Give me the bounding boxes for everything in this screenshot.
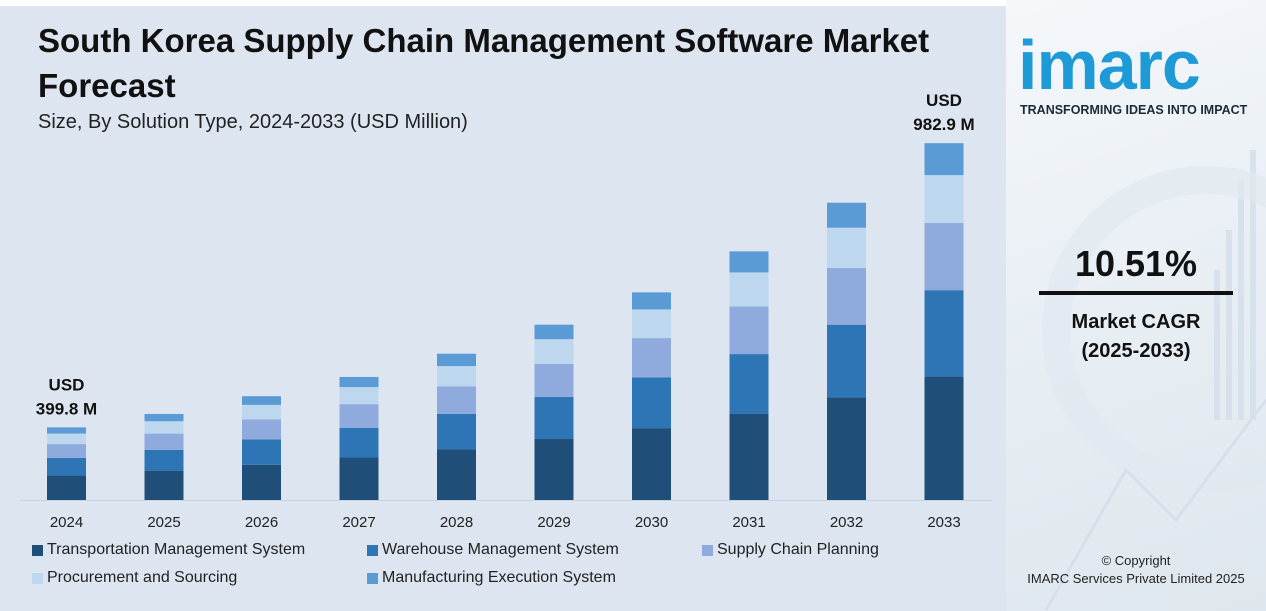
bar-segment-2027-series-2: [339, 427, 379, 458]
bar-segment-2031-series-3: [729, 306, 769, 355]
bar-segment-2031-series-5: [729, 251, 769, 273]
legend-label: Warehouse Management System: [382, 541, 619, 558]
bar-segment-2032-series-2: [827, 324, 866, 398]
bar-segment-2030-series-2: [632, 377, 671, 429]
legend-swatch: [702, 544, 713, 556]
copyright-line-2: IMARC Services Private Limited 2025: [1027, 571, 1245, 586]
legend-label: Manufacturing Execution System: [382, 569, 616, 586]
copyright-line-1: © Copyright: [1101, 553, 1171, 568]
bar-segment-2027-series-1: [339, 457, 379, 500]
bar-segment-2026-series-1: [242, 464, 281, 500]
logo-tagline: TRANSFORMING IDEAS INTO IMPACT: [1020, 103, 1248, 117]
bar-segment-2026-series-5: [242, 396, 281, 405]
bar-segment-2032-series-3: [827, 268, 866, 325]
x-tick-label: 2033: [927, 514, 960, 531]
bar-segment-2028-series-1: [437, 449, 476, 500]
legend-swatch: [367, 572, 378, 584]
bar-segment-2025-series-4: [144, 421, 184, 434]
x-tick-label: 2027: [342, 514, 375, 531]
x-tick-label: 2031: [732, 514, 765, 531]
legend-swatch: [32, 544, 43, 556]
legend-label: Transportation Management System: [47, 541, 306, 558]
cagr-label: Market CAGR (2025-2033): [1038, 308, 1234, 366]
bar-segment-2030-series-3: [632, 338, 671, 378]
cagr-label-line-2: (2025-2033): [1081, 340, 1191, 362]
bar-segment-2028-series-5: [437, 353, 476, 367]
legend-item: Supply Chain Planning: [702, 541, 879, 559]
bar-segment-2033-series-5: [924, 143, 964, 176]
bar-segment-2028-series-2: [437, 413, 476, 450]
bar-segment-2030-series-4: [632, 309, 671, 339]
bar-segment-2025-series-3: [144, 433, 184, 450]
total-label-value: 982.9 M: [913, 115, 974, 134]
bar-segment-2025-series-2: [144, 449, 184, 471]
legend-item: Manufacturing Execution System: [367, 569, 616, 587]
bar-segment-2025-series-1: [144, 470, 184, 500]
legend-label: Procurement and Sourcing: [47, 569, 238, 586]
total-label-currency: USD: [926, 91, 962, 110]
bar-segment-2025-series-5: [144, 413, 184, 422]
bar-segment-2030-series-5: [632, 292, 671, 310]
bar-segment-2024-series-1: [47, 475, 86, 500]
x-tick-label: 2029: [537, 514, 570, 531]
bar-segment-2031-series-2: [729, 354, 769, 414]
bar-segment-2024-series-4: [47, 433, 86, 445]
bar-segment-2027-series-4: [339, 387, 379, 405]
bar-segment-2029-series-2: [534, 396, 574, 440]
x-tick-label: 2026: [245, 514, 278, 531]
bar-segment-2030-series-1: [632, 428, 671, 500]
legend-label: Supply Chain Planning: [717, 541, 879, 558]
bar-segment-2026-series-3: [242, 419, 281, 440]
bar-segment-2032-series-5: [827, 202, 866, 228]
bar-segment-2028-series-4: [437, 366, 476, 387]
legend-item: Transportation Management System: [32, 541, 305, 559]
bar-segment-2026-series-4: [242, 404, 281, 420]
bar-segment-2024-series-2: [47, 457, 86, 476]
x-tick-label: 2028: [440, 514, 473, 531]
bar-segment-2031-series-4: [729, 272, 769, 307]
bar-segment-2031-series-1: [729, 413, 769, 500]
cagr-label-line-1: Market CAGR: [1071, 311, 1201, 333]
bar-segment-2029-series-5: [534, 324, 574, 340]
bar-segment-2026-series-2: [242, 439, 281, 465]
bar-segment-2032-series-4: [827, 227, 866, 269]
chart-subtitle: Size, By Solution Type, 2024-2033 (USD M…: [38, 111, 468, 133]
x-tick-label: 2030: [635, 514, 668, 531]
legend-swatch: [367, 544, 378, 556]
bar-segment-2033-series-4: [924, 175, 964, 224]
bar-segment-2033-series-1: [924, 376, 964, 500]
chart-title: South Korea Supply Chain Management Soft…: [38, 22, 930, 104]
bar-segment-2024-series-5: [47, 427, 86, 434]
bar-segment-2033-series-3: [924, 223, 964, 291]
bar-segment-2027-series-3: [339, 404, 379, 428]
bar-segment-2033-series-2: [924, 290, 964, 377]
bar-segment-2029-series-1: [534, 439, 574, 500]
bar-segment-2032-series-1: [827, 397, 866, 500]
imarc-logo: imarc: [1018, 26, 1201, 104]
bar-segment-2029-series-3: [534, 363, 574, 397]
x-tick-label: 2024: [50, 514, 83, 531]
cagr-value: 10.51%: [1074, 243, 1198, 284]
x-tick-label: 2025: [147, 514, 180, 531]
bar-segment-2028-series-3: [437, 386, 476, 414]
side-panel: imarc TRANSFORMING IDEAS INTO IMPACT 10.…: [1006, 0, 1266, 611]
legend-item: Procurement and Sourcing: [32, 569, 237, 587]
background-decoration: [1042, 150, 1266, 611]
total-label-currency: USD: [49, 375, 85, 394]
legend-item: Warehouse Management System: [367, 541, 619, 559]
cagr-divider: [1039, 291, 1233, 295]
legend-swatch: [32, 572, 43, 584]
copyright-notice: © Copyright IMARC Services Private Limit…: [1006, 552, 1266, 588]
total-label-value: 399.8 M: [36, 399, 97, 418]
x-tick-label: 2032: [830, 514, 863, 531]
stacked-bar-chart: 2024 USD 399.8 M 2025 2026 2027 2028 2029 2030 20…: [20, 91, 992, 531]
bar-segment-2029-series-4: [534, 339, 574, 364]
bar-segment-2024-series-3: [47, 444, 86, 458]
bar-segment-2027-series-5: [339, 376, 379, 388]
